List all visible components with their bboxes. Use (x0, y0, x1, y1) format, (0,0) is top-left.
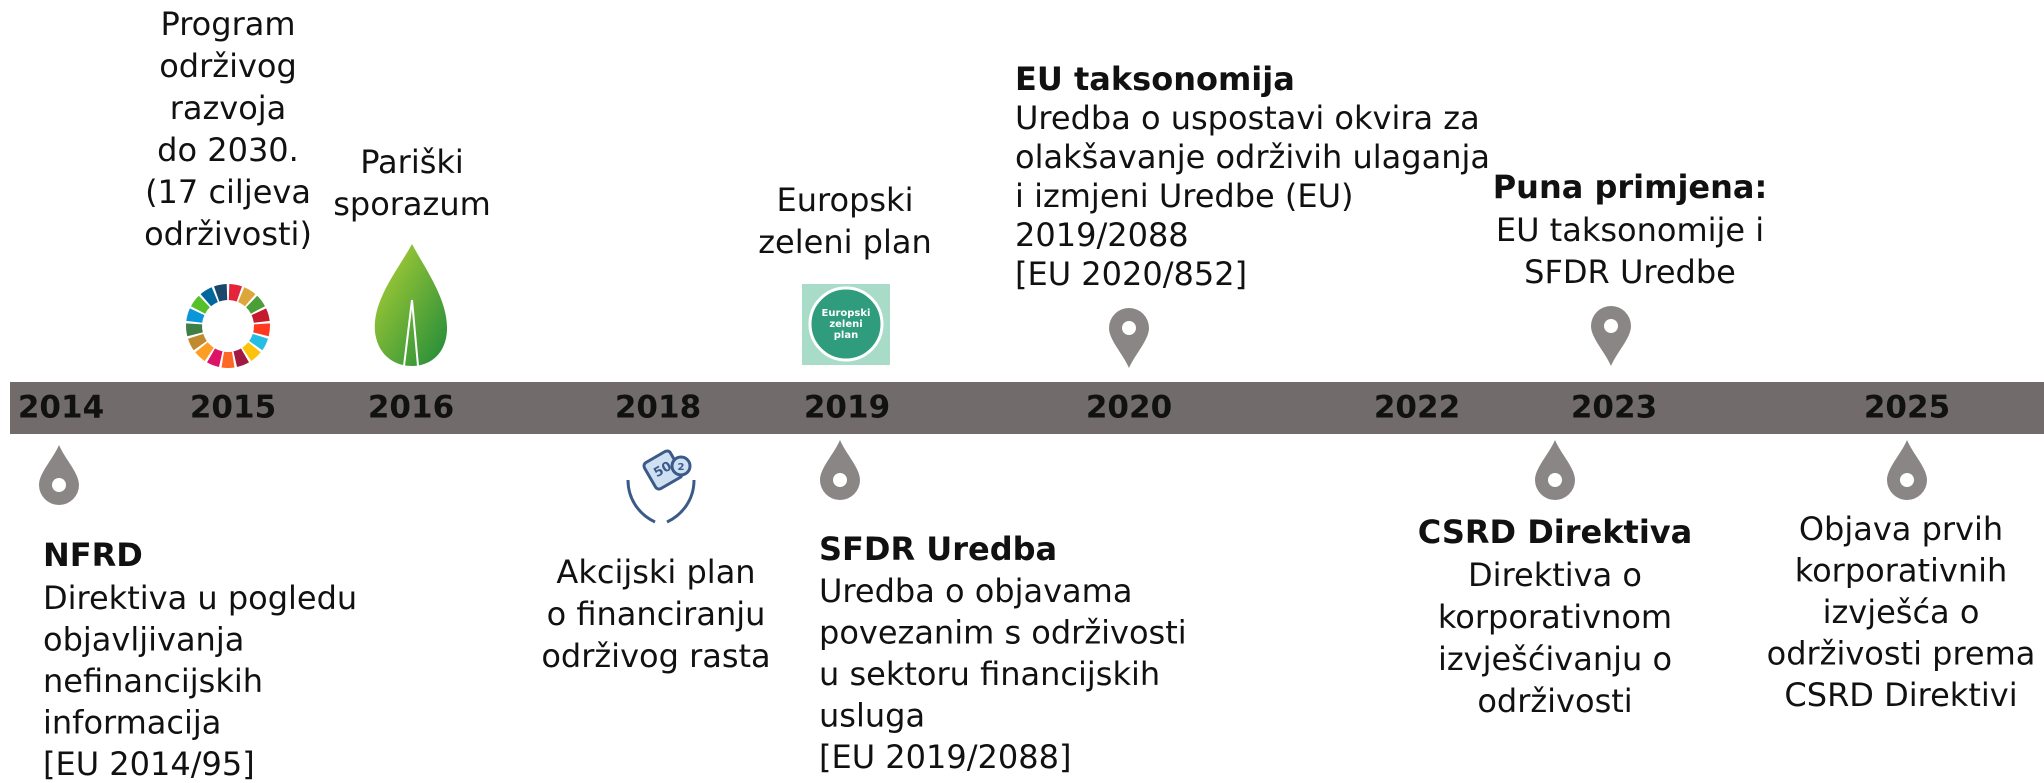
event-text: održivosti) (144, 215, 312, 253)
sdg-segment (214, 284, 228, 302)
event-text: Direktiva o (1468, 556, 1642, 594)
event-text: olakšavanje održivih ulaganja (1015, 138, 1490, 176)
year-label: 2022 (1374, 390, 1460, 426)
marker (39, 445, 79, 505)
event-title: Puna primjena: (1493, 168, 1768, 206)
event-text: Uredba o uspostavi okvira za (1015, 99, 1480, 137)
marker (1109, 308, 1149, 368)
event-text: 2019/2088 (1015, 216, 1189, 254)
marker (820, 440, 860, 500)
sdg-segment (253, 323, 270, 337)
year-label: 2023 (1571, 390, 1657, 426)
year-label: 2015 (190, 390, 276, 426)
year-label: 2016 (368, 390, 454, 426)
sdg-segment (221, 351, 235, 369)
event-title: SFDR Uredba (819, 530, 1057, 568)
hands-icon (626, 449, 696, 524)
sdg-segment (233, 348, 249, 367)
icon-text: 2 (678, 462, 685, 473)
event-text: SFDR Uredbe (1524, 253, 1736, 291)
event-text: Program (160, 5, 295, 43)
event-text: povezanim s održivosti (819, 614, 1187, 652)
sdg-segment (200, 287, 218, 307)
event-title: CSRD Direktiva (1418, 513, 1692, 551)
event-text: [EU 2014/95] (43, 745, 255, 783)
event-text: korporativnih (1795, 552, 2008, 590)
sdg-wheel (186, 284, 270, 369)
event-text: održivosti (1477, 682, 1632, 720)
marker (1535, 440, 1575, 500)
icon-text: zeleni (829, 319, 862, 330)
sdg-segment (228, 284, 242, 302)
event-text: objavljivanja (43, 621, 244, 659)
sdg-segment (195, 342, 214, 361)
marker (1591, 306, 1631, 366)
year-label: 2019 (804, 390, 890, 426)
year-label: 2025 (1864, 390, 1950, 426)
event-text: Uredba o objavama (819, 572, 1132, 610)
event-text: o financiranju (547, 595, 766, 633)
event-text: [EU 2019/2088] (819, 738, 1071, 776)
eu-plan-circle (808, 286, 884, 362)
tower (403, 299, 419, 367)
event-text: Objava prvih (1799, 510, 2003, 548)
event-text: izvješćivanju o (1438, 640, 1672, 678)
event-text: i izmjeni Uredbe (EU) (1015, 177, 1354, 215)
event-text: zeleni plan (758, 223, 932, 261)
year-label: 2018 (615, 390, 701, 426)
sdg-segment (186, 323, 203, 337)
event-text: EU taksonomije i (1496, 211, 1764, 249)
event-text: razvoja (170, 89, 287, 127)
event-text: održivosti prema (1767, 635, 2036, 673)
event-text: CSRD Direktivi (1784, 676, 2017, 714)
sdg-segment (249, 333, 268, 351)
sdg-segment (238, 287, 256, 307)
icon-text: plan (834, 330, 858, 341)
event-text: do 2030. (157, 131, 299, 169)
event-text: korporativnom (1438, 598, 1672, 636)
event-text: usluga (819, 697, 925, 735)
year-label: 2020 (1086, 390, 1172, 426)
event-text: održivog (159, 47, 297, 85)
marker (1887, 440, 1927, 500)
sdg-segment (251, 308, 270, 323)
timeline-bar (10, 382, 2044, 434)
event-text: Akcijski plan (556, 553, 755, 591)
event-text: informacija (43, 704, 221, 742)
event-text: sporazum (333, 185, 491, 223)
event-text: Europski (777, 181, 914, 219)
event-text: nefinancijskih (43, 662, 263, 700)
event-text: Direktiva u pogledu (43, 579, 357, 617)
event-text: izvješća o (1823, 593, 1980, 631)
event-title: EU taksonomija (1015, 60, 1295, 98)
sdg-segment (188, 333, 207, 351)
event-text: (17 ciljeva (145, 173, 311, 211)
sdg-segment (191, 295, 210, 314)
sdg-segment (246, 295, 265, 314)
event-text: održivog rasta (541, 637, 770, 675)
event-text: Pariški (360, 143, 464, 181)
sdg-segment (242, 342, 261, 361)
icon-text: Europski (822, 308, 871, 319)
event-text: u sektoru financijskih (819, 655, 1160, 693)
event-text: [EU 2020/852] (1015, 255, 1247, 293)
sdg-segment (186, 308, 205, 323)
year-label: 2014 (18, 390, 104, 426)
event-title: NFRD (43, 536, 143, 574)
sdg-segment (207, 348, 223, 367)
